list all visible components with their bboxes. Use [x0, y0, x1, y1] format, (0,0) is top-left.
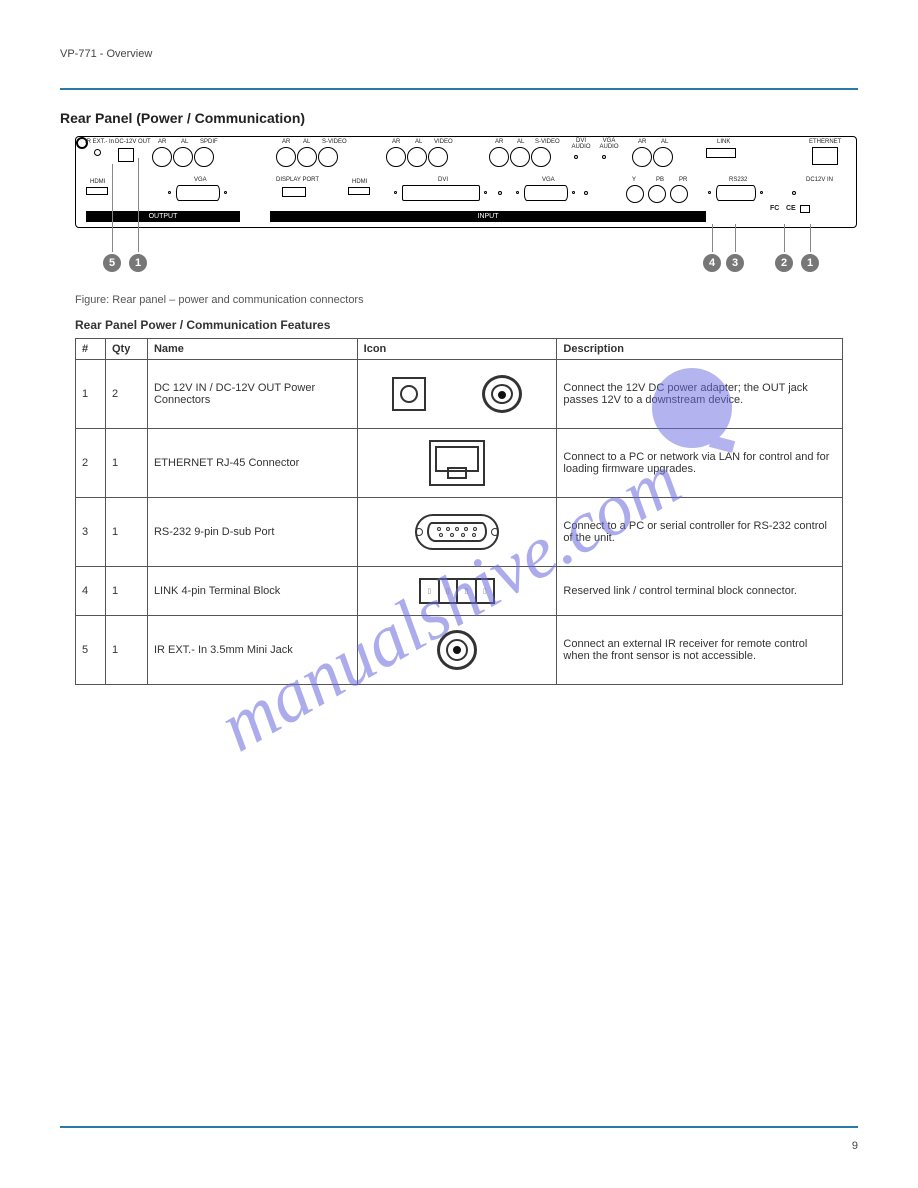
rear-panel-figure: IR EXT.- In DC-12V OUT AR AL SPDIF AR AL… — [75, 136, 858, 288]
label-al3: AL — [415, 139, 422, 145]
label-dvi: DVI — [438, 177, 448, 183]
table-row: 5 1 IR EXT.- In 3.5mm Mini Jack Connect … — [76, 616, 843, 685]
vgaaudio-jack — [602, 155, 606, 159]
label-dviaudio: DVIAUDIO — [568, 138, 594, 150]
fcc-icon: FC — [770, 205, 779, 212]
label-ar3: AR — [392, 139, 400, 145]
label-al1: AL — [181, 139, 188, 145]
hdmi-out — [86, 187, 108, 195]
label-vga-out: VGA — [194, 177, 207, 183]
th-desc: Description — [557, 339, 843, 360]
callout-5: 5 — [103, 254, 121, 272]
section-title: Rear Panel (Power / Communication) — [60, 110, 858, 126]
rear-panel: IR EXT.- In DC-12V OUT AR AL SPDIF AR AL… — [75, 136, 857, 228]
label-dc12in: DC12V IN — [806, 177, 833, 183]
rca-al4 — [510, 147, 530, 167]
hdmi-in — [348, 187, 370, 195]
footer-rule — [60, 1126, 858, 1128]
label-rs232: RS232 — [729, 177, 747, 183]
label-dc12out: DC-12V OUT — [115, 139, 151, 145]
label-al2: AL — [303, 139, 310, 145]
label-spdif: SPDIF — [200, 139, 218, 145]
label-al4: AL — [517, 139, 524, 145]
svideo-jack — [318, 147, 338, 167]
footer-right: 9 — [852, 1140, 858, 1152]
displayport-in — [282, 187, 306, 197]
rca-ar2 — [276, 147, 296, 167]
label-y: Y — [632, 177, 636, 183]
minijack-icon — [437, 630, 477, 670]
label-hdmi-out: HDMI — [90, 179, 105, 185]
callout-2: 2 — [775, 254, 793, 272]
dvi-in — [402, 185, 480, 201]
callouts: 5 1 4 3 2 1 — [90, 228, 872, 288]
dviaudio-jack — [574, 155, 578, 159]
rca-al5 — [653, 147, 673, 167]
th-icon: Icon — [357, 339, 557, 360]
label-eth: ETHERNET — [809, 139, 841, 145]
rohs-icon — [800, 205, 810, 213]
label-svideo: S-VIDEO — [322, 139, 347, 145]
power-jack-icon — [392, 377, 426, 411]
label-al5: AL — [661, 139, 668, 145]
rj45-icon — [429, 440, 485, 486]
rs232-port — [716, 185, 756, 201]
rca-ar4 — [489, 147, 509, 167]
irext-jack — [94, 149, 101, 156]
callout-4: 4 — [703, 254, 721, 272]
dc12out-jack — [118, 148, 134, 162]
label-hdmi-in: HDMI — [352, 179, 367, 185]
label-ar5: AR — [638, 139, 646, 145]
th-num: # — [76, 339, 106, 360]
rca-ar3 — [386, 147, 406, 167]
rca-ar5 — [632, 147, 652, 167]
th-qty: Qty — [105, 339, 147, 360]
label-video: VIDEO — [434, 139, 453, 145]
callout-1a: 1 — [129, 254, 147, 272]
rca-pr — [670, 185, 688, 203]
header-rule — [60, 88, 858, 90]
output-bar: OUTPUT — [86, 211, 240, 222]
table-row: 3 1 RS-232 9-pin D-sub Port Connect to a… — [76, 498, 843, 567]
rca-ar1 — [152, 147, 172, 167]
rca-al1 — [173, 147, 193, 167]
ce-icon: CE — [786, 205, 796, 212]
svideo2 — [531, 147, 551, 167]
th-name: Name — [147, 339, 357, 360]
label-irext: IR EXT.- In — [85, 139, 114, 145]
vga-out — [176, 185, 220, 201]
label-ar4: AR — [495, 139, 503, 145]
ethernet-jack — [812, 147, 838, 165]
input-bar: INPUT — [270, 211, 706, 222]
label-ar2: AR — [282, 139, 290, 145]
label-link: LINK — [717, 139, 730, 145]
label-vga-in: VGA — [542, 177, 555, 183]
rca-spdif — [194, 147, 214, 167]
terminal-block-icon: ▯▯▯▯ — [419, 578, 495, 604]
label-svideo2: S-VIDEO — [535, 139, 560, 145]
rca-al2 — [297, 147, 317, 167]
rca-al3 — [407, 147, 427, 167]
rca-pb — [648, 185, 666, 203]
header-left: VP-771 - Overview — [60, 48, 152, 60]
table-row: 1 2 DC 12V IN / DC-12V OUT Power Connect… — [76, 360, 843, 429]
label-pr: PR — [679, 177, 687, 183]
link-terminal — [706, 148, 736, 158]
table-title: Rear Panel Power / Communication Feature… — [75, 318, 858, 332]
connector-table: # Qty Name Icon Description 1 2 DC 12V I… — [75, 338, 843, 685]
callout-3: 3 — [726, 254, 744, 272]
dsub9-icon — [415, 514, 499, 550]
rca-y — [626, 185, 644, 203]
rca-video — [428, 147, 448, 167]
vga-in — [524, 185, 568, 201]
label-pb: PB — [656, 177, 664, 183]
label-dp: DISPLAY PORT — [276, 177, 319, 183]
label-vgaaudio: VGAAUDIO — [596, 138, 622, 150]
callout-1b: 1 — [801, 254, 819, 272]
figure-caption: Figure: Rear panel – power and communica… — [75, 294, 858, 306]
table-row: 4 1 LINK 4-pin Terminal Block ▯▯▯▯ Reser… — [76, 567, 843, 616]
power-lock-icon — [482, 375, 522, 413]
table-row: 2 1 ETHERNET RJ-45 Connector Connect to … — [76, 429, 843, 498]
label-ar1: AR — [158, 139, 166, 145]
